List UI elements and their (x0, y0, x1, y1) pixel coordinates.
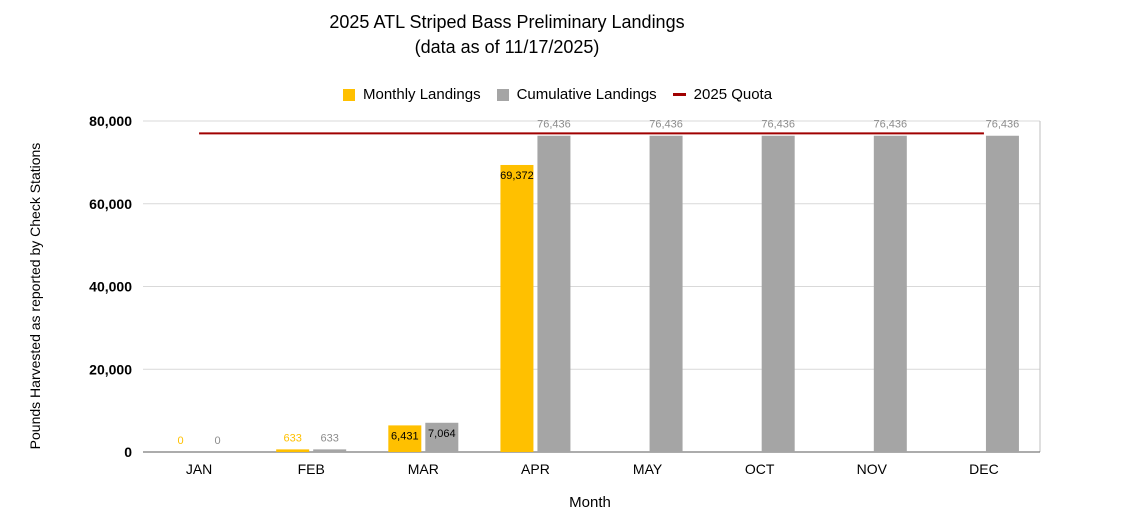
bar-cumulative (985, 135, 1019, 453)
legend-item-cumulative: Cumulative Landings (496, 86, 657, 103)
x-tick-label: JAN (186, 461, 212, 477)
y-tick-label: 40,000 (89, 279, 132, 295)
y-axis-label: Pounds Harvested as reported by Check St… (27, 143, 43, 450)
chart-legend: Monthly Landings Cumulative Landings 202… (343, 86, 788, 103)
bar-monthly (388, 425, 422, 452)
data-label-monthly: 6,431 (391, 430, 419, 442)
x-tick-label: NOV (857, 461, 888, 477)
legend-label-quota: 2025 Quota (693, 86, 773, 103)
data-label-cumulative: 633 (321, 432, 339, 444)
legend-label-monthly: Monthly Landings (363, 86, 481, 103)
y-tick-label: 20,000 (89, 361, 132, 377)
bar-monthly (500, 164, 534, 453)
bar-monthly (276, 449, 310, 452)
legend-swatch-quota (672, 93, 686, 96)
bar-cumulative (313, 449, 347, 452)
data-label-cumulative: 76,436 (986, 119, 1020, 131)
x-tick-label: DEC (969, 461, 999, 477)
bar-cumulative (537, 135, 571, 453)
y-tick-label: 0 (124, 444, 132, 460)
data-label-monthly: 0 (178, 435, 184, 447)
chart-subtitle: (data as of 11/17/2025) (414, 37, 600, 57)
legend-swatch-monthly (343, 88, 355, 101)
legend-swatch-cumulative (496, 88, 509, 101)
legend-item-quota: 2025 Quota (672, 86, 773, 103)
x-axis-label: Month (569, 494, 611, 511)
legend-item-monthly: Monthly Landings (343, 86, 481, 103)
x-tick-label: MAY (633, 461, 663, 477)
bar-cumulative (873, 135, 907, 453)
chart-title: 2025 ATL Striped Bass Preliminary Landin… (329, 12, 685, 32)
data-label-cumulative: 7,064 (428, 428, 456, 440)
y-tick-label: 60,000 (89, 196, 132, 212)
data-label-cumulative: 0 (215, 435, 221, 447)
data-label-cumulative: 76,436 (537, 119, 571, 131)
data-label-cumulative: 76,436 (649, 119, 683, 131)
y-tick-label: 80,000 (89, 113, 132, 129)
data-label-cumulative: 76,436 (873, 119, 907, 131)
bar-cumulative (425, 422, 459, 452)
bar-cumulative (649, 135, 683, 453)
legend-label-cumulative: Cumulative Landings (516, 86, 657, 103)
x-tick-label: OCT (745, 461, 775, 477)
data-label-monthly: 69,372 (500, 170, 534, 182)
x-tick-label: APR (521, 461, 550, 477)
data-label-cumulative: 76,436 (761, 119, 795, 131)
bar-cumulative (761, 135, 795, 453)
x-tick-label: FEB (298, 461, 325, 477)
data-label-monthly: 633 (284, 432, 302, 444)
x-tick-label: MAR (408, 461, 439, 477)
